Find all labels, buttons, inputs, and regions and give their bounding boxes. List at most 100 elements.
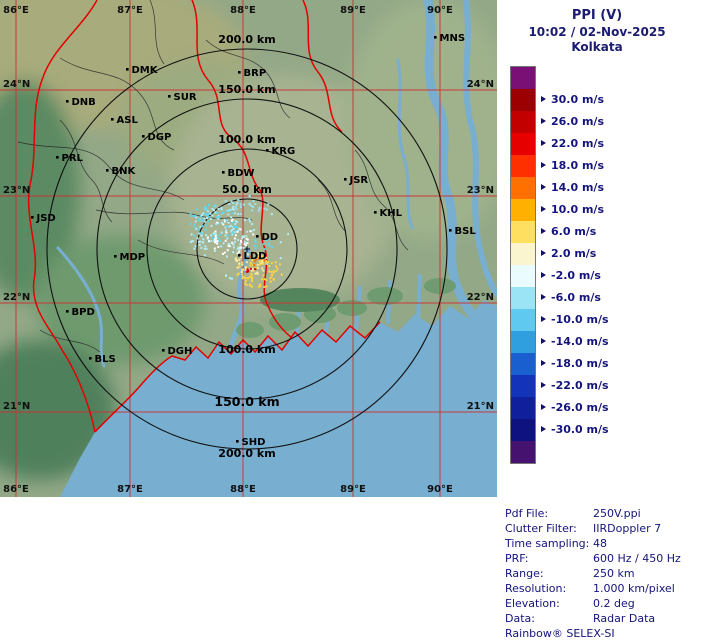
station-label: MNS xyxy=(440,33,466,44)
legend-entry: -14.0 m/s xyxy=(541,330,609,352)
latitude-label: 24°N xyxy=(467,79,494,90)
station-label: KRG xyxy=(272,146,296,157)
station-dot-icon xyxy=(114,255,117,258)
latitude-label: 23°N xyxy=(3,185,30,196)
software-brand: Rainbow® SELEX-SI xyxy=(505,627,615,640)
info-label: Data: xyxy=(505,612,535,625)
info-row: PRF: 600 Hz / 450 Hz xyxy=(505,551,703,566)
range-ring-label: 100.0 km xyxy=(218,133,275,146)
legend-swatch xyxy=(511,287,535,309)
timestamp: 10:02 / 02-Nov-2025 xyxy=(528,24,666,39)
station-label: SHD xyxy=(242,437,266,448)
info-row: Elevation: 0.2 deg xyxy=(505,596,703,611)
legend-entry: 10.0 m/s xyxy=(541,198,609,220)
legend-tick-icon xyxy=(541,184,546,190)
station-dot-icon xyxy=(238,71,241,74)
legend-value-label: 22.0 m/s xyxy=(551,136,604,150)
latitude-label: 21°N xyxy=(3,401,30,412)
state-boundaries xyxy=(27,0,381,433)
longitude-label: 88°E xyxy=(230,5,256,16)
station-label: BSL xyxy=(455,226,477,237)
station-dot-icon xyxy=(66,310,69,313)
radar-station-name: Kolkata xyxy=(571,40,623,55)
legend-swatch xyxy=(511,89,535,111)
legend-tick-icon xyxy=(541,426,546,432)
info-row: Range: 250 km xyxy=(505,566,703,581)
station-label: PRL xyxy=(62,153,84,164)
station-label: SUR xyxy=(174,92,197,103)
legend-value-label: 2.0 m/s xyxy=(551,246,597,260)
latitude-label: 22°N xyxy=(3,292,30,303)
legend-swatch xyxy=(511,419,535,441)
legend-swatch xyxy=(511,177,535,199)
legend-swatch xyxy=(511,155,535,177)
longitude-label: 89°E xyxy=(340,5,366,16)
station-dot-icon xyxy=(222,171,225,174)
product-info-rows: Pdf File: 250V.ppi Clutter Filter: IIRDoppl… xyxy=(505,506,703,626)
legend-value-label: -18.0 m/s xyxy=(551,356,609,370)
legend-tick-icon xyxy=(541,140,546,146)
info-value: 600 Hz / 450 Hz xyxy=(593,552,681,565)
legend-value-label: 6.0 m/s xyxy=(551,224,597,238)
radar-map[interactable]: 200.0 km 150.0 km 100.0 km 50.0 km 100.0 km 1… xyxy=(0,0,497,497)
station-label: ASL xyxy=(117,115,139,126)
info-value: Radar Data xyxy=(593,612,656,625)
station-dot-icon xyxy=(168,95,171,98)
legend-swatch xyxy=(511,331,535,353)
longitude-label: 86°E xyxy=(3,5,29,16)
station-label: KHL xyxy=(380,208,403,219)
legend-swatch xyxy=(511,441,535,463)
longitude-label: 87°E xyxy=(117,5,143,16)
legend-value-label: -26.0 m/s xyxy=(551,400,609,414)
radar-echoes xyxy=(189,195,290,288)
legend-tick-icon xyxy=(541,118,546,124)
info-row: Resolution: 1.000 km/pixel xyxy=(505,581,703,596)
info-panel: PPI (V) 10:02 / 02-Nov-2025 Kolkata 30.0… xyxy=(497,0,706,642)
legend-value-label: -22.0 m/s xyxy=(551,378,609,392)
legend-entry: 26.0 m/s xyxy=(541,110,609,132)
legend-swatch xyxy=(511,243,535,265)
legend-swatch xyxy=(511,309,535,331)
legend-value-label: -30.0 m/s xyxy=(551,422,609,436)
legend-tick-icon xyxy=(541,272,546,278)
legend-tick-icon xyxy=(541,228,546,234)
station-label: BDW xyxy=(228,168,255,179)
range-ring-label: 200.0 km xyxy=(218,447,275,460)
station-label: LDD xyxy=(244,251,267,262)
info-label: Clutter Filter: xyxy=(505,522,577,535)
longitude-label: 90°E xyxy=(427,484,453,495)
range-ring-label: 150.0 km xyxy=(214,394,279,409)
legend-entry: 6.0 m/s xyxy=(541,220,609,242)
map-view[interactable]: 200.0 km 150.0 km 100.0 km 50.0 km 100.0 km 1… xyxy=(0,0,497,497)
station-dot-icon xyxy=(126,68,129,71)
legend-swatch xyxy=(511,375,535,397)
info-value: 250V.ppi xyxy=(593,507,641,520)
legend-value-label: 18.0 m/s xyxy=(551,158,604,172)
info-label: Resolution: xyxy=(505,582,567,595)
station-label: DMK xyxy=(132,65,159,76)
station-dot-icon xyxy=(236,440,239,443)
info-value: IIRDoppler 7 xyxy=(593,522,662,535)
legend-entry: -6.0 m/s xyxy=(541,286,609,308)
legend-entry: 2.0 m/s xyxy=(541,242,609,264)
station-dot-icon xyxy=(449,229,452,232)
station-dot-icon xyxy=(266,149,269,152)
graticule xyxy=(0,0,497,497)
range-rings xyxy=(46,48,448,450)
legend-swatch xyxy=(511,199,535,221)
station-dot-icon xyxy=(256,235,259,238)
legend-tick-icon xyxy=(541,338,546,344)
station-dot-icon xyxy=(106,169,109,172)
legend-value-label: -14.0 m/s xyxy=(551,334,609,348)
info-label: PRF: xyxy=(505,552,529,565)
range-ring-label: 150.0 km xyxy=(218,83,275,96)
station-label: DGH xyxy=(168,346,193,357)
station-dot-icon xyxy=(162,349,165,352)
info-row: Pdf File: 250V.ppi xyxy=(505,506,703,521)
range-ring-label: 200.0 km xyxy=(218,33,275,46)
legend-swatch xyxy=(511,353,535,375)
sea xyxy=(60,300,497,497)
latitude-label: 22°N xyxy=(467,292,494,303)
station-dot-icon xyxy=(238,254,241,257)
product-info: Pdf File: 250V.ppi Clutter Filter: IIRDoppl… xyxy=(505,506,703,641)
